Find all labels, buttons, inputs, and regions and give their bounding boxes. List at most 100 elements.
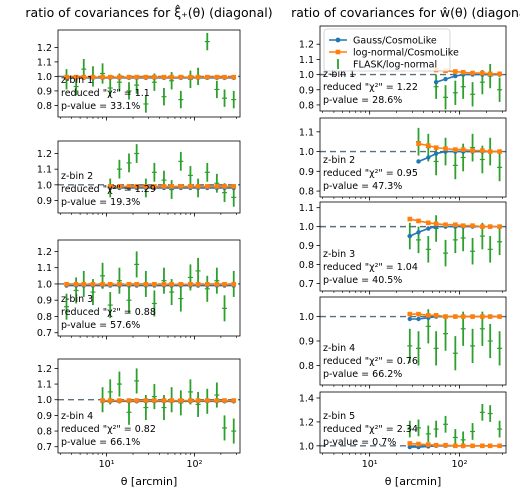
- legend-lognormal-marker: [335, 49, 341, 55]
- y-tick-label: 0.8: [299, 187, 314, 198]
- lognormal-marker: [433, 313, 439, 318]
- lognormal-marker: [134, 184, 139, 189]
- lognormal-marker: [107, 398, 113, 403]
- y-tick-label: 0.7: [299, 279, 314, 290]
- zbin-label: z-bin 1: [323, 69, 355, 80]
- lognormal-marker: [117, 74, 122, 80]
- x-axis-label: θ [arcmin]: [121, 475, 178, 488]
- lognormal-marker: [81, 281, 87, 287]
- chart-title: ratio of covariances for ξ̂₊(θ) (diagona…: [25, 4, 272, 20]
- y-tick-label: 1.1: [299, 127, 314, 138]
- lognormal-marker: [169, 281, 174, 287]
- lognormal-marker: [487, 314, 493, 319]
- zbin-label: z-bin 4: [323, 343, 355, 354]
- y-tick-label: 1.0: [37, 279, 52, 290]
- lognormal-marker: [480, 70, 485, 76]
- lognormal-marker: [460, 443, 466, 449]
- lognormal-marker: [214, 184, 220, 189]
- y-tick-label: 1.4: [299, 393, 314, 404]
- plot-area: [407, 215, 503, 267]
- lognormal-marker: [231, 184, 237, 189]
- y-tick-label: 1.0: [37, 72, 52, 83]
- legend-entry: log-normal/CosmoLike: [353, 48, 459, 59]
- x-axis-label: θ [arcmin]: [385, 475, 442, 488]
- y-tick-label: 0.7: [37, 328, 52, 339]
- lognormal-marker: [100, 74, 105, 80]
- lognormal-marker: [152, 74, 157, 80]
- lognormal-marker: [117, 398, 122, 403]
- gauss-marker: [443, 76, 448, 82]
- lognormal-marker: [90, 74, 96, 80]
- lognormal-marker: [134, 281, 139, 287]
- y-tick-label: 1.2: [37, 149, 52, 160]
- lognormal-marker: [214, 74, 220, 80]
- y-tick-label: 1.0: [299, 147, 314, 158]
- zbin-label: z-bin 2: [323, 155, 355, 166]
- lognormal-marker: [204, 184, 210, 189]
- zbin-label: z-bin 4: [61, 411, 93, 422]
- plot-frame: [319, 201, 507, 292]
- lognormal-marker: [117, 281, 122, 287]
- lognormal-marker: [453, 443, 458, 449]
- lognormal-marker: [453, 222, 458, 228]
- lognormal-marker: [222, 184, 227, 189]
- legend-entry: FLASK/log-normal: [353, 60, 437, 71]
- lognormal-marker: [195, 281, 201, 287]
- gauss-marker: [416, 316, 421, 322]
- chart-title: ratio of covariances for ŵ(θ) (diagonal): [291, 5, 520, 20]
- lognormal-marker: [470, 70, 475, 76]
- lognormal-marker: [480, 224, 485, 229]
- plot-frame: [57, 239, 241, 337]
- lognormal-marker: [425, 143, 431, 148]
- lognormal-marker: [134, 74, 139, 80]
- lognormal-marker: [231, 398, 237, 403]
- lognormal-marker: [126, 74, 132, 80]
- lognormal-marker: [143, 74, 149, 80]
- p-value-label: p-value = 19.3%: [61, 197, 140, 208]
- y-tick-label: 0.9: [299, 167, 314, 178]
- lognormal-marker: [443, 442, 448, 448]
- lognormal-marker: [188, 184, 193, 189]
- lognormal-marker: [100, 398, 105, 403]
- y-tick-label: 1.1: [299, 55, 314, 66]
- plot-area: [64, 32, 237, 113]
- lognormal-marker: [416, 141, 421, 146]
- gauss-marker: [453, 73, 458, 79]
- lognormal-marker: [416, 218, 421, 224]
- plot-area: [415, 127, 503, 182]
- lognormal-marker: [416, 441, 421, 447]
- lognormal-marker: [143, 281, 149, 287]
- reduced-chi2-label: reduced "χ²" = 0.95: [323, 168, 418, 179]
- lognormal-marker: [453, 314, 458, 319]
- reduced-chi2-label: reduced "χ²" = 0.76: [323, 356, 418, 367]
- lognormal-marker: [497, 314, 502, 319]
- y-tick-label: 1.0: [299, 222, 314, 233]
- lognormal-marker: [425, 442, 431, 447]
- lognormal-marker: [188, 281, 193, 287]
- reduced-chi2-label: reduced "χ²" = 1.29: [61, 184, 156, 195]
- zbin-label: z-bin 3: [61, 294, 93, 305]
- gauss-marker: [433, 79, 439, 85]
- y-tick-label: 0.8: [299, 361, 314, 372]
- lognormal-marker: [416, 311, 421, 317]
- legend: Gauss/CosmoLikelog-normal/CosmoLikeFLASK…: [323, 28, 459, 72]
- y-tick-label: 1.0: [299, 441, 314, 452]
- lognormal-marker: [433, 221, 439, 227]
- p-value-label: p-value = 40.5%: [323, 275, 402, 286]
- zbin-label: z-bin 1: [61, 75, 93, 86]
- gauss-marker: [426, 226, 431, 231]
- lognormal-marker: [107, 281, 113, 287]
- lognormal-marker: [407, 441, 413, 446]
- lognormal-marker: [204, 281, 210, 287]
- lognormal-marker: [117, 184, 122, 189]
- plot-frame: [319, 117, 507, 198]
- legend-gauss-marker: [335, 37, 341, 43]
- y-tick-label: 1.2: [299, 417, 314, 428]
- plot-area: [407, 403, 503, 450]
- lognormal-marker: [470, 148, 475, 153]
- lognormal-marker: [73, 281, 79, 287]
- lognormal-marker: [107, 184, 113, 189]
- y-tick-label: 1.0: [37, 395, 52, 406]
- plot-area: [100, 368, 237, 444]
